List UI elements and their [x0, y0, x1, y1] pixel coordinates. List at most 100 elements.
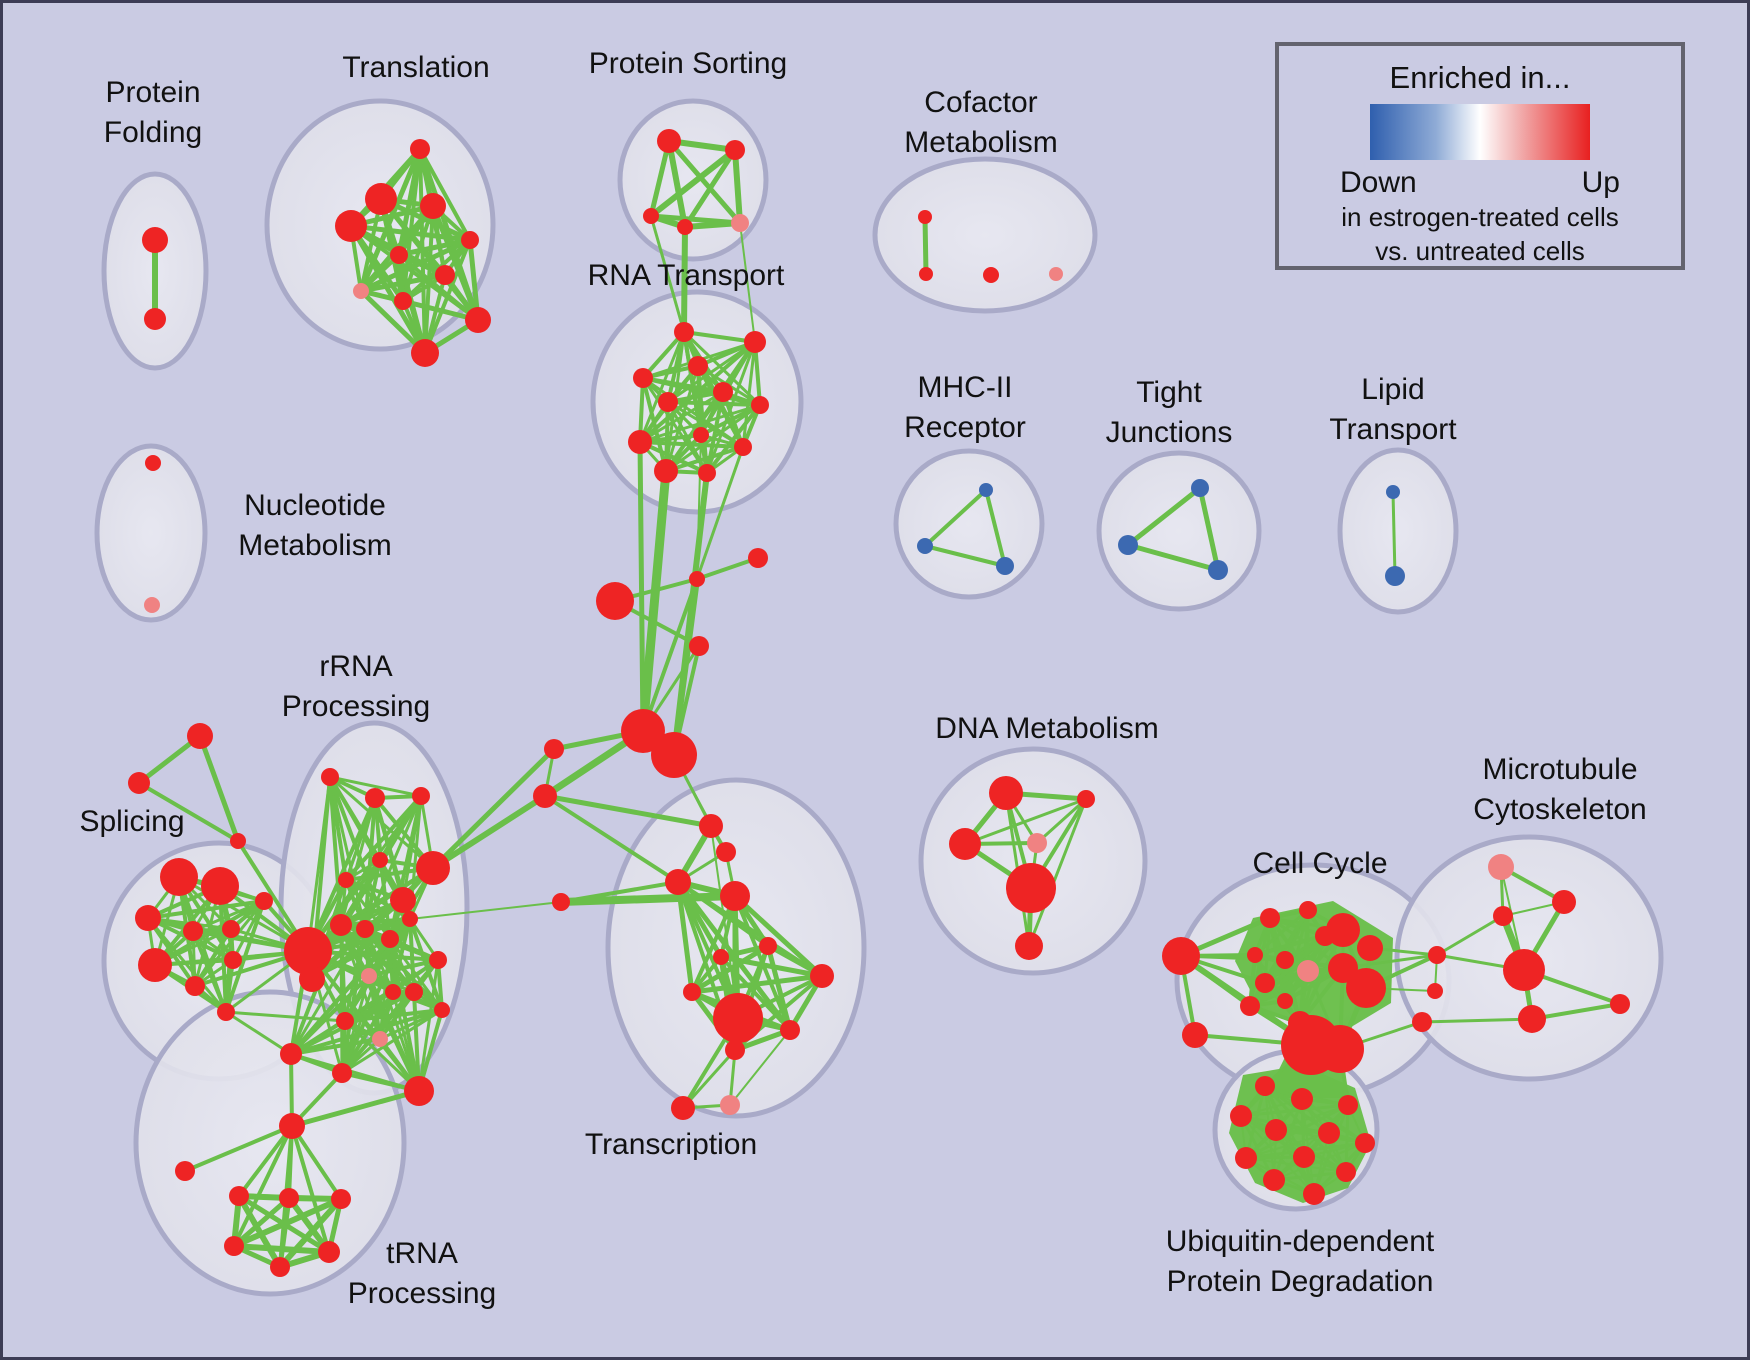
edge-cm1-cm2	[922, 214, 929, 277]
node-m2	[917, 538, 933, 554]
node-sp7	[183, 921, 203, 941]
node-sp4	[160, 858, 198, 896]
node-tn8	[270, 1257, 290, 1277]
node-cm2	[919, 267, 933, 281]
node-cc5	[1276, 951, 1294, 969]
node-ccg2	[1316, 1025, 1364, 1073]
node-sp5	[201, 867, 239, 905]
node-cm4	[1049, 267, 1063, 281]
edge-t1-t5	[418, 147, 472, 242]
edge-t5-t8	[358, 237, 473, 294]
edge-rr2-rr8	[339, 796, 377, 927]
legend-up-label: Up	[1581, 166, 1620, 199]
edge-sp9-sp11	[193, 899, 266, 988]
cluster-label-translation: Translation	[342, 51, 489, 84]
node-c4	[689, 636, 709, 656]
node-tx4	[720, 881, 750, 911]
edge-cc2-cc4	[1253, 908, 1310, 957]
node-tx7	[810, 964, 834, 988]
node-cc9	[1240, 996, 1260, 1016]
node-cc13	[1315, 926, 1335, 946]
nodes-layer	[128, 129, 1630, 1277]
legend-down-label: Down	[1340, 166, 1417, 199]
edge-rr1-rr9	[328, 775, 367, 931]
node-sp1	[187, 723, 213, 749]
node-tj2	[1118, 535, 1138, 555]
edge-u3-u12	[1312, 1103, 1350, 1196]
edge-mt6-mt3	[1420, 1017, 1534, 1024]
node-t1	[410, 139, 430, 159]
edge-c1-hub1	[641, 577, 699, 733]
node-tn4	[279, 1188, 299, 1208]
node-cc11	[1346, 968, 1386, 1008]
node-t5	[461, 231, 479, 249]
edge-rt1-rt4	[641, 330, 686, 380]
node-rr17	[336, 1012, 354, 1030]
node-m3	[996, 557, 1014, 575]
edge-rt4-rt12	[641, 376, 709, 475]
edge-tx5-tx10	[765, 943, 793, 1033]
node-u2	[1291, 1088, 1313, 1110]
edge-d2-d3	[963, 797, 1088, 846]
cluster-label-tight-junctions-line2: Junctions	[1106, 416, 1233, 449]
cluster-label-mhc-ii-receptor-line1: MHC-II	[918, 371, 1013, 404]
node-rr19	[280, 1043, 302, 1065]
edge-ps2-ps5	[732, 147, 743, 226]
node-d4	[1027, 833, 1047, 853]
cluster-ellipse-mhc-ii-receptor	[893, 448, 1045, 600]
edge-rt3-rt11	[664, 364, 700, 473]
edge-rr21-bh1	[306, 949, 421, 1093]
cluster-label-protein-folding-line1: Protein	[105, 76, 200, 109]
node-c6	[533, 784, 557, 808]
cluster-ellipse-lipid-transport	[1337, 447, 1459, 615]
edge-rr14-rr21	[412, 990, 421, 1093]
edge-rt9-hub1	[637, 439, 646, 734]
legend-box: Enriched in... Down Up in estrogen-treat…	[1275, 42, 1685, 270]
cluster-label-nucleotide-metabolism-line1: Nucleotide	[244, 489, 386, 522]
node-mt3	[1518, 1005, 1546, 1033]
node-t6	[390, 246, 408, 264]
node-rr16	[434, 1002, 450, 1018]
cluster-label-splicing: Splicing	[79, 805, 184, 838]
node-ps1	[657, 129, 681, 153]
node-sp8	[222, 920, 240, 938]
edge-tn1-tn7	[290, 1124, 331, 1254]
node-m1	[979, 483, 993, 497]
edge-ps5-rt2	[739, 222, 756, 343]
node-rr20	[332, 1063, 352, 1083]
edge-u3-u4	[1239, 1103, 1350, 1118]
node-sp12	[217, 1003, 235, 1021]
node-rr3	[412, 787, 430, 805]
edge-rr17-rr21	[343, 1019, 421, 1093]
node-tj1	[1191, 479, 1209, 497]
node-mt1	[1552, 890, 1576, 914]
cluster-label-nucleotide-metabolism-line2: Metabolism	[238, 529, 391, 562]
node-rr8	[330, 914, 352, 936]
edge-c7-tx3	[559, 880, 680, 904]
node-u10	[1336, 1162, 1356, 1182]
node-u7	[1355, 1133, 1375, 1153]
edge-tn5-tn8	[277, 1196, 344, 1270]
node-tx8	[683, 983, 701, 1001]
node-ps4	[677, 219, 693, 235]
cluster-label-dna-metabolism: DNA Metabolism	[935, 712, 1158, 745]
node-c1	[689, 571, 705, 587]
node-sp10	[138, 948, 172, 982]
node-mtc	[1428, 946, 1446, 964]
node-rt12	[698, 464, 716, 482]
cluster-label-lipid-transport-line1: Lipid	[1361, 373, 1424, 406]
node-sp6	[135, 905, 161, 931]
node-tx12	[671, 1096, 695, 1120]
edge-u6-u8	[1245, 1132, 1330, 1159]
node-u6	[1318, 1122, 1340, 1144]
node-c7	[552, 893, 570, 911]
node-cm1	[918, 210, 932, 224]
node-cc1	[1260, 908, 1280, 928]
node-tx11	[725, 1040, 745, 1060]
node-rt11	[654, 459, 678, 483]
node-t11	[411, 339, 439, 367]
node-sp13	[224, 951, 242, 969]
cluster-label-rna-transport: RNA Transport	[588, 259, 785, 292]
edge-c5-rr5	[430, 746, 557, 871]
